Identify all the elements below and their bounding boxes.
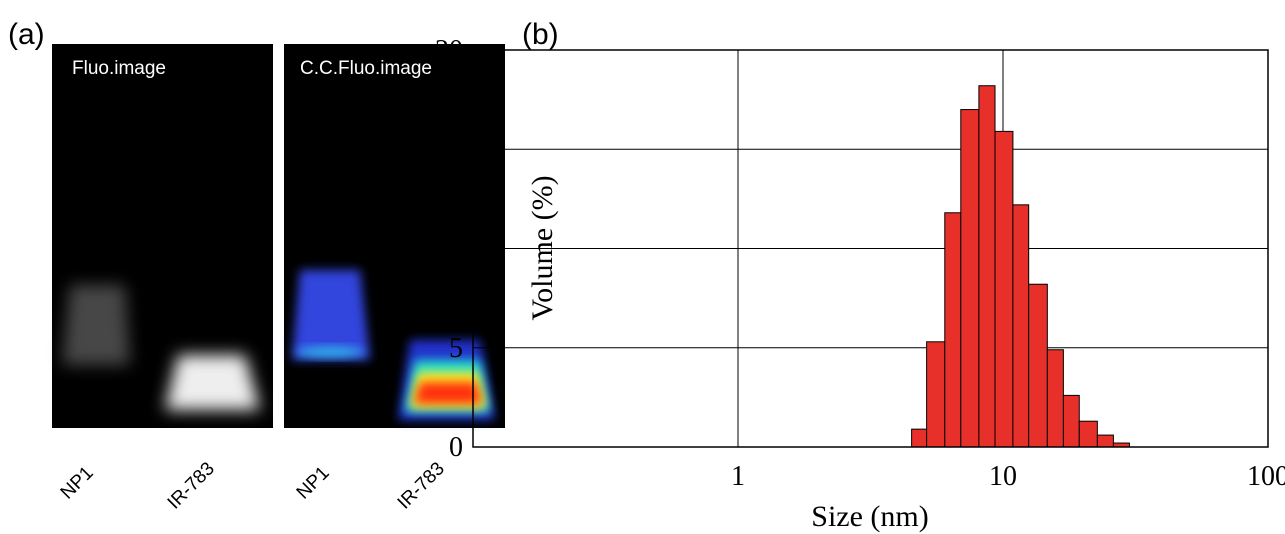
bar	[1062, 394, 1080, 448]
bar	[960, 109, 980, 448]
x-tick-label: 1	[731, 461, 745, 492]
x-tick-label: 10	[989, 461, 1017, 492]
y-tick-label: 0	[449, 432, 463, 463]
y-tick-label: 5	[449, 333, 463, 364]
fluo-image: Fluo.image	[52, 44, 273, 428]
color-fluo-image: C.C.Fluo.image	[284, 44, 505, 428]
plot-frame	[472, 49, 1269, 448]
bar	[994, 130, 1014, 448]
lane-label: NP1	[57, 463, 98, 504]
y-tick-label: 20	[435, 35, 463, 66]
x-axis-label: Size (nm)	[811, 500, 928, 533]
bar	[1078, 420, 1098, 448]
lane-label: IR-783	[394, 458, 449, 513]
panel-label: (a)	[8, 18, 45, 51]
y-tick-label: 15	[435, 134, 463, 165]
bar	[1096, 434, 1114, 448]
x-tick-label: 100	[1247, 461, 1285, 492]
y-tick-label: 10	[435, 234, 463, 265]
panel-label: (b)	[522, 18, 559, 51]
bar	[978, 85, 996, 448]
bar	[944, 212, 962, 448]
bar	[911, 428, 928, 448]
bar	[1012, 204, 1030, 448]
bar	[926, 341, 946, 448]
image-title: C.C.Fluo.image	[300, 58, 432, 79]
bar	[1046, 349, 1064, 448]
lane-label: NP1	[293, 463, 334, 504]
lane-label: IR-783	[164, 458, 219, 513]
image-title: Fluo.image	[72, 58, 166, 79]
bar	[1028, 283, 1048, 448]
